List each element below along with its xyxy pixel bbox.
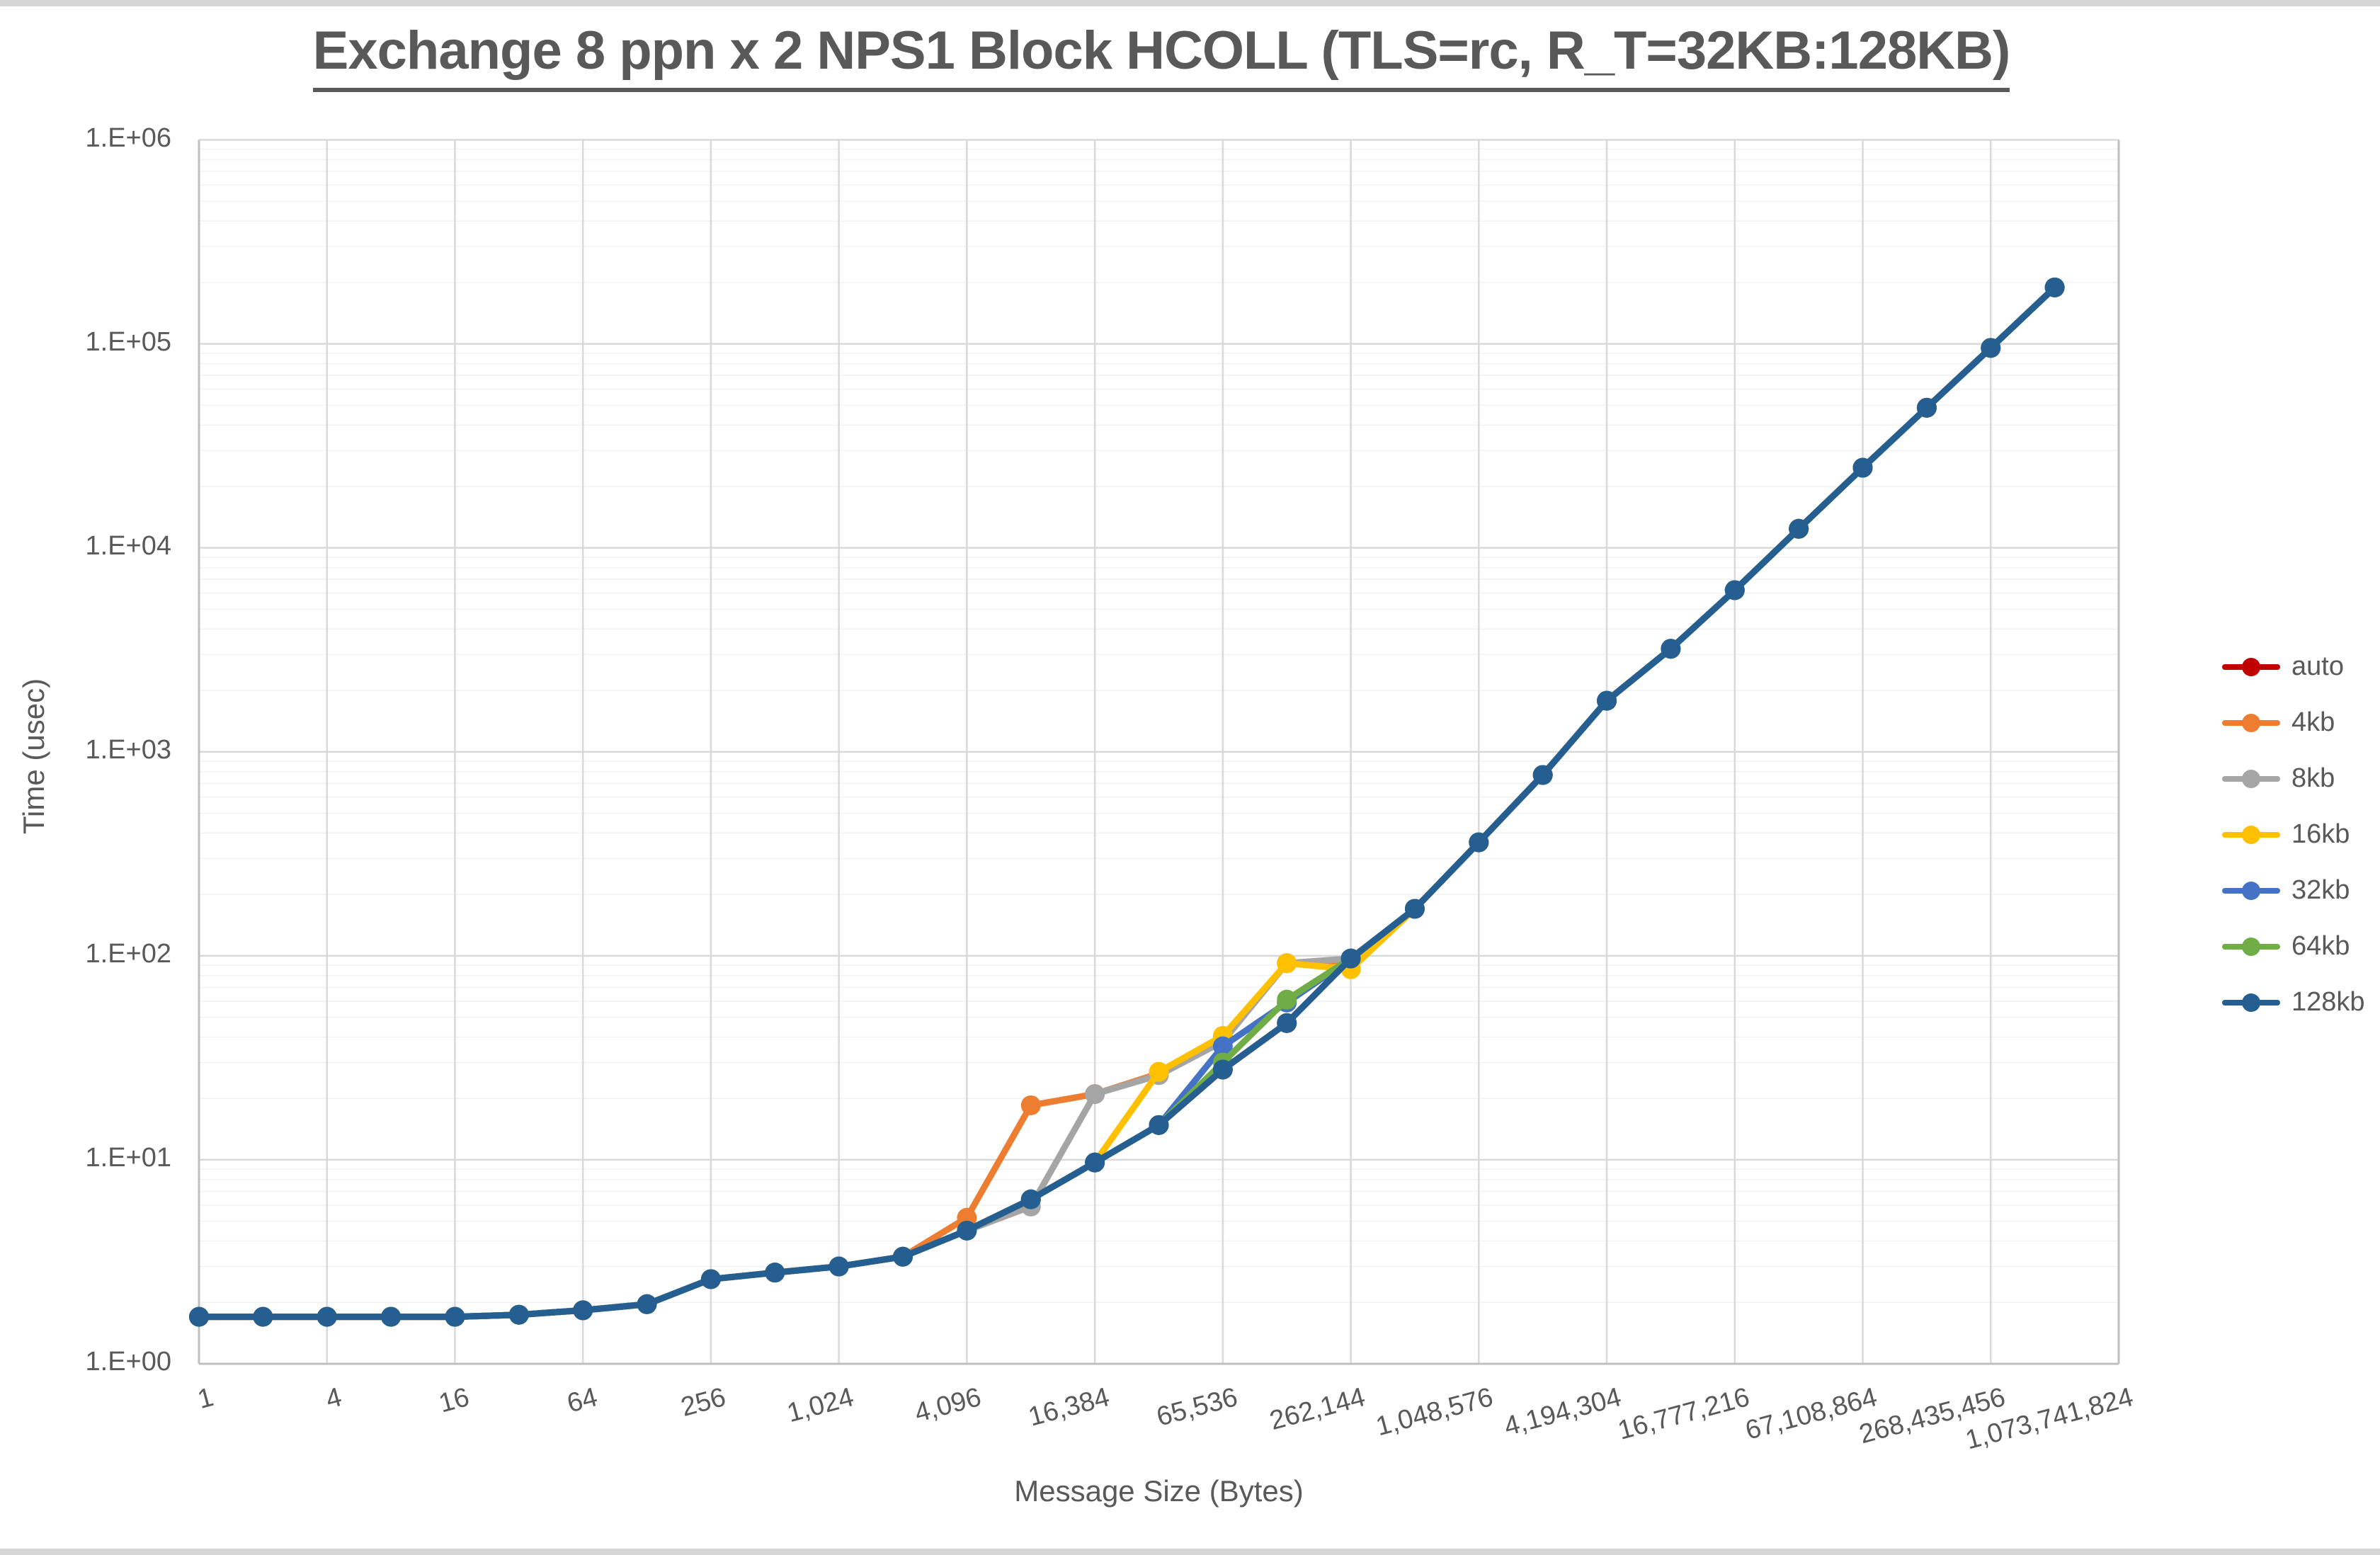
data-point-128kb: [1724, 580, 1745, 600]
data-point-128kb: [1469, 832, 1489, 853]
y-tick-label: 1.E+00: [85, 1347, 172, 1377]
data-point-8kb: [1085, 1084, 1105, 1105]
legend-label: 4kb: [2291, 707, 2335, 737]
data-point-16kb: [1277, 953, 1297, 974]
data-point-128kb: [1532, 765, 1553, 785]
y-tick-label: 1.E+04: [85, 530, 172, 561]
data-point-128kb: [508, 1304, 529, 1325]
legend-label: auto: [2291, 651, 2344, 681]
series-8kb-line: [195, 284, 2059, 1321]
legend-item-64kb: 64kb: [2222, 918, 2365, 974]
data-point-128kb: [1789, 518, 1809, 539]
data-point-128kb: [1212, 1059, 1233, 1080]
data-point-128kb: [957, 1220, 977, 1241]
legend-marker-icon: [2222, 881, 2280, 900]
data-point-128kb: [1404, 899, 1425, 919]
y-tick-label: 1.E+01: [85, 1142, 172, 1173]
y-axis-title: Time (usec): [17, 678, 50, 835]
legend-marker-icon: [2222, 937, 2280, 956]
data-point-128kb: [2044, 277, 2065, 297]
legend-label: 8kb: [2291, 763, 2335, 793]
data-point-128kb: [893, 1246, 913, 1267]
x-axis-title: Message Size (Bytes): [1014, 1474, 1304, 1508]
data-point-128kb: [1916, 397, 1937, 418]
data-point-128kb: [1852, 457, 1873, 478]
data-point-128kb: [189, 1306, 209, 1327]
data-point-128kb: [1340, 948, 1361, 969]
legend-label: 64kb: [2291, 931, 2350, 961]
legend-item-4kb: 4kb: [2222, 695, 2365, 751]
legend-label: 128kb: [2291, 987, 2365, 1017]
legend-marker-icon: [2222, 993, 2280, 1012]
series-128kb: [189, 277, 2065, 1327]
window-chrome-top: [0, 0, 2380, 6]
legend-dot: [2242, 881, 2260, 900]
legend-marker-icon: [2222, 713, 2280, 732]
data-point-128kb: [829, 1256, 849, 1277]
data-point-128kb: [1277, 1013, 1297, 1033]
y-tick-label: 1.E+02: [85, 938, 172, 969]
legend-dot: [2242, 657, 2260, 676]
legend-marker-icon: [2222, 657, 2280, 676]
legend-marker-icon: [2222, 825, 2280, 844]
legend-label: 16kb: [2291, 819, 2350, 849]
data-point-128kb: [1597, 690, 1617, 711]
legend-item-128kb: 128kb: [2222, 974, 2365, 1030]
series-16kb-line: [195, 284, 2059, 1321]
series-4kb-line: [195, 284, 2059, 1321]
data-point-16kb: [1149, 1061, 1169, 1082]
data-point-4kb: [1020, 1095, 1041, 1115]
data-point-128kb: [1981, 338, 2001, 358]
series-64kb-line: [195, 284, 2059, 1321]
y-tick-label: 1.E+06: [85, 123, 172, 153]
chart-legend: auto 4kb 8kb 16kb 32kb 64kb 128kb: [2222, 639, 2365, 1030]
legend-dot: [2242, 769, 2260, 788]
legend-dot: [2242, 713, 2260, 732]
data-point-128kb: [445, 1306, 465, 1327]
data-point-128kb: [637, 1294, 657, 1314]
data-point-32kb: [1212, 1036, 1233, 1056]
series-32kb-line: [195, 284, 2059, 1321]
data-point-128kb: [1020, 1189, 1041, 1209]
series-auto-line: [195, 284, 2059, 1321]
data-point-64kb: [1277, 989, 1297, 1010]
data-point-128kb: [253, 1306, 273, 1327]
data-point-128kb: [317, 1306, 337, 1327]
legend-dot: [2242, 937, 2260, 956]
data-point-128kb: [381, 1306, 402, 1327]
data-point-128kb: [573, 1300, 593, 1321]
legend-item-32kb: 32kb: [2222, 862, 2365, 918]
legend-item-auto: auto: [2222, 639, 2365, 695]
legend-dot: [2242, 825, 2260, 844]
chart-title: Exchange 8 ppn x 2 NPS1 Block HCOLL (TLS…: [312, 21, 2010, 92]
data-point-128kb: [1661, 639, 1681, 659]
legend-dot: [2242, 993, 2260, 1012]
y-tick-label: 1.E+03: [85, 734, 172, 765]
legend-marker-icon: [2222, 769, 2280, 788]
data-point-128kb: [700, 1269, 721, 1289]
legend-item-8kb: 8kb: [2222, 751, 2365, 807]
data-point-128kb: [1085, 1152, 1105, 1173]
data-point-128kb: [765, 1263, 785, 1283]
series-128kb-line: [195, 284, 2059, 1321]
data-point-128kb: [1149, 1115, 1169, 1135]
legend-label: 32kb: [2291, 875, 2350, 905]
window-chrome-bottom: [0, 1549, 2380, 1555]
legend-item-16kb: 16kb: [2222, 807, 2365, 862]
chart-title-row: Exchange 8 ppn x 2 NPS1 Block HCOLL (TLS…: [0, 20, 2323, 92]
y-tick-label: 1.E+05: [85, 326, 172, 357]
